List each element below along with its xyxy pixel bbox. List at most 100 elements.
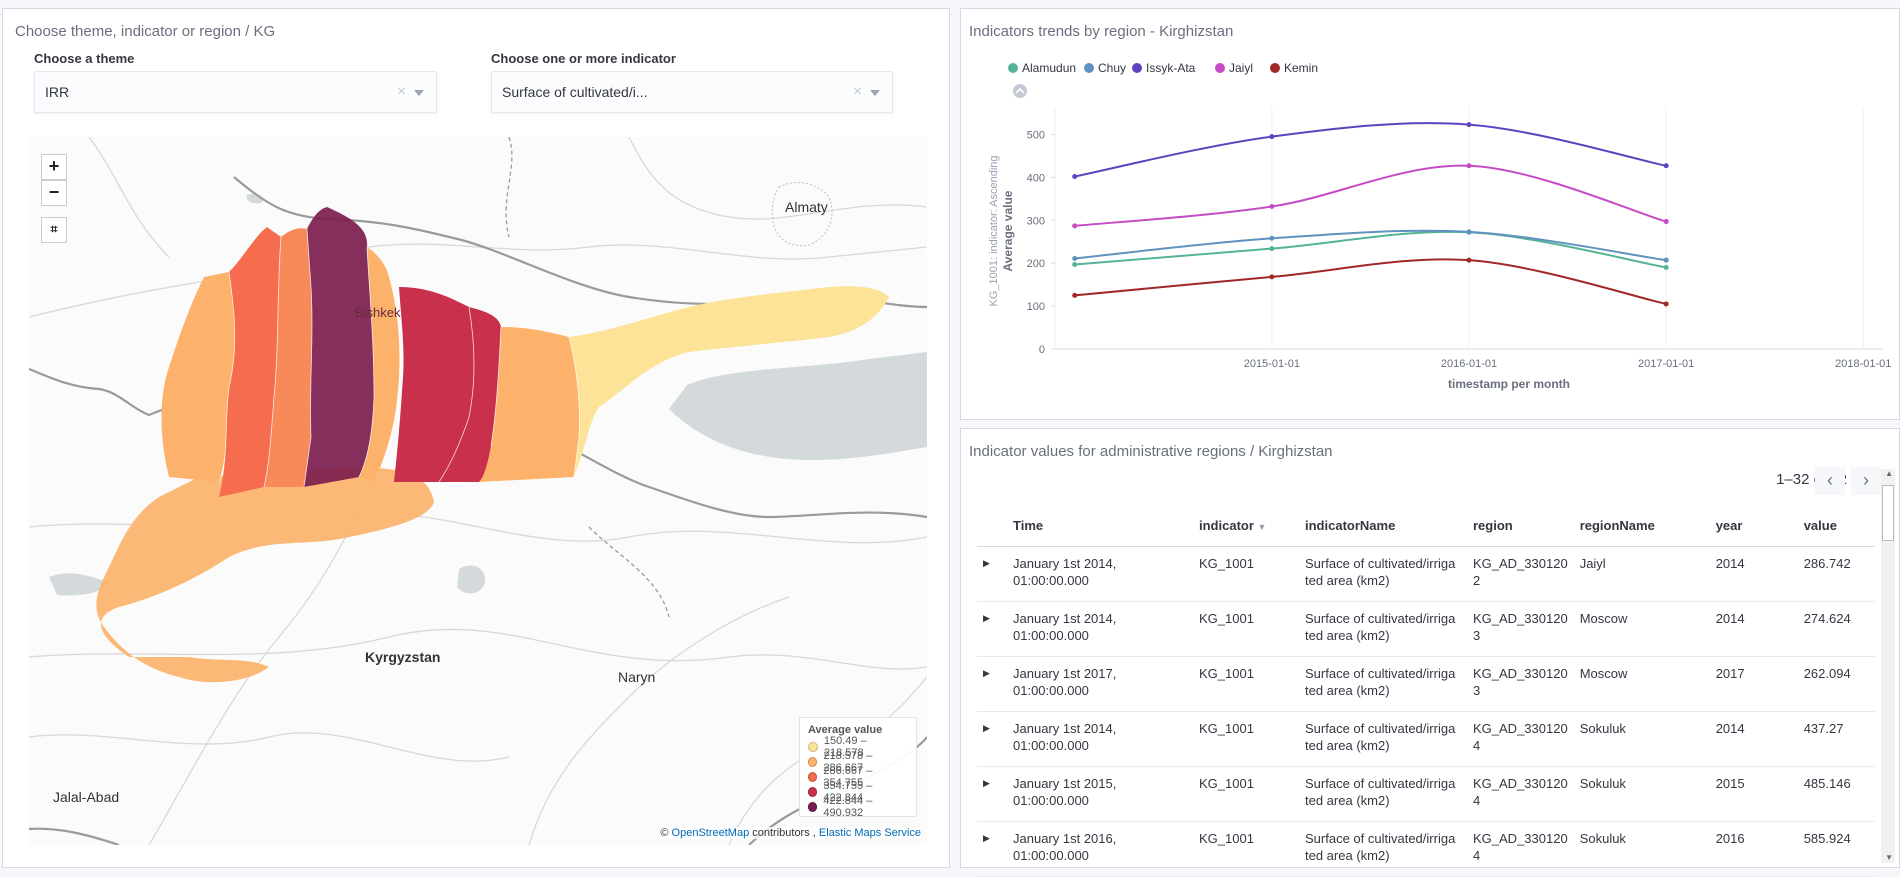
filters-map-panel: Choose theme, indicator or region / KG C… (2, 8, 950, 868)
expand-row-icon[interactable]: ▶ (977, 766, 1007, 822)
legend-label[interactable]: Kemin (1284, 61, 1318, 75)
table-row[interactable]: ▶ January 1st 2014, 01:00:00.000 KG_1001 Su… (977, 601, 1875, 657)
cell-value: 585.924 (1797, 821, 1875, 877)
region-south[interactable] (96, 467, 434, 683)
legend-label[interactable]: Issyk-Ata (1146, 61, 1196, 75)
data-point-jaiyl[interactable] (1269, 204, 1275, 210)
data-point-issyk-ata[interactable] (1269, 134, 1275, 140)
data-point-jaiyl[interactable] (1072, 223, 1078, 229)
header-indicatorname[interactable]: indicatorName (1299, 504, 1467, 547)
header-time[interactable]: Time (1007, 504, 1193, 547)
sort-down-icon[interactable]: ▼ (1257, 522, 1267, 533)
header-value[interactable]: value (1797, 504, 1875, 547)
collapse-icon[interactable] (1013, 84, 1027, 98)
openstreetmap-link[interactable]: OpenStreetMap (671, 827, 750, 839)
lake (457, 565, 486, 594)
legend-marker[interactable] (1008, 63, 1018, 73)
header-regionname[interactable]: regionName (1573, 504, 1710, 547)
scrollbar-track[interactable] (1881, 469, 1895, 863)
header-year[interactable]: year (1709, 504, 1798, 547)
indicator-combobox[interactable]: Surface of cultivated/i... × (491, 71, 893, 113)
data-point-issyk-ata[interactable] (1072, 174, 1078, 180)
data-point-kemin[interactable] (1663, 301, 1669, 307)
data-point-chuy[interactable] (1269, 235, 1275, 241)
expand-row-icon[interactable]: ▶ (977, 711, 1007, 767)
data-point-issyk-ata[interactable] (1466, 122, 1472, 128)
data-point-kemin[interactable] (1269, 274, 1275, 280)
map-label-naryn: Naryn (618, 669, 656, 685)
table-row[interactable]: ▶ January 1st 2016, 01:00:00.000 KG_1001 Su… (977, 821, 1875, 877)
legend-marker[interactable] (1215, 63, 1225, 73)
series-line-kemin[interactable] (1074, 258, 1667, 305)
data-point-kemin[interactable] (1466, 257, 1472, 263)
zoom-in-button[interactable]: + (41, 154, 67, 180)
region-map[interactable]: + − ⌗ Almaty Bishkek Kyrgyzstan Naryn Ja… (29, 137, 927, 845)
region-issyk-ata[interactable] (394, 287, 474, 482)
legend-title: Average value (808, 724, 883, 736)
legend-marker[interactable] (1270, 63, 1280, 73)
prev-page-button[interactable]: ‹ (1815, 467, 1845, 495)
series-line-alamudun[interactable] (1074, 230, 1667, 269)
expand-row-icon[interactable]: ▶ (977, 601, 1007, 657)
cell-time: January 1st 2014, 01:00:00.000 (1007, 601, 1193, 657)
data-point-chuy[interactable] (1072, 255, 1078, 261)
region-kemin-west[interactable] (479, 327, 580, 482)
next-page-button[interactable]: › (1851, 467, 1881, 495)
cell-value: 286.742 (1797, 546, 1875, 602)
clear-icon[interactable]: × (853, 83, 862, 100)
region-panfilov[interactable] (161, 272, 235, 482)
region-moscow[interactable] (264, 228, 312, 488)
series-line-issyk-ata[interactable] (1074, 122, 1667, 178)
cell-value: 262.094 (1797, 656, 1875, 712)
table-row[interactable]: ▶ January 1st 2014, 01:00:00.000 KG_1001 Su… (977, 711, 1875, 767)
region-sokuluk[interactable] (304, 207, 374, 487)
series-line-chuy[interactable] (1074, 229, 1667, 262)
region-chuy[interactable] (439, 307, 501, 482)
header-region[interactable]: region (1467, 504, 1574, 547)
legend-label[interactable]: Chuy (1098, 61, 1126, 75)
trend-chart[interactable]: Alamudun Chuy Issyk-Ata Jaiyl Kemin 0 100 200 30… (961, 9, 1899, 419)
cell-value: 437.27 (1797, 711, 1875, 767)
scroll-up-icon[interactable]: ▲ (1885, 469, 1893, 478)
expand-row-icon[interactable]: ▶ (977, 656, 1007, 712)
data-point-jaiyl[interactable] (1663, 219, 1669, 225)
zoom-out-button[interactable]: − (41, 180, 67, 206)
theme-combobox[interactable]: IRR × (34, 71, 437, 113)
scrollbar-thumb[interactable] (1882, 485, 1894, 541)
data-point-chuy[interactable] (1466, 229, 1472, 235)
data-point-issyk-ata[interactable] (1663, 163, 1669, 169)
table-row[interactable]: ▶ January 1st 2015, 01:00:00.000 KG_1001 Su… (977, 766, 1875, 822)
elastic-maps-link[interactable]: Elastic Maps Service (818, 827, 921, 839)
chevron-down-icon[interactable] (414, 90, 424, 96)
chevron-down-icon[interactable] (870, 90, 880, 96)
data-point-kemin[interactable] (1072, 292, 1078, 298)
data-point-chuy[interactable] (1663, 257, 1669, 263)
header-indicator[interactable]: indicator ▼ (1193, 504, 1299, 547)
clear-icon[interactable]: × (397, 83, 406, 100)
region-jaiyl[interactable] (219, 227, 281, 497)
border-dashed (505, 137, 670, 618)
data-point-alamudun[interactable] (1663, 264, 1669, 270)
legend-label[interactable]: Alamudun (1022, 61, 1076, 75)
crop-button[interactable]: ⌗ (41, 217, 67, 243)
header-indicator-label: indicator (1199, 518, 1254, 534)
cell-time: January 1st 2014, 01:00:00.000 (1007, 546, 1193, 602)
legend-marker[interactable] (1132, 63, 1142, 73)
crop-icon: ⌗ (50, 222, 58, 236)
series-line-jaiyl[interactable] (1074, 164, 1667, 227)
region-kemin[interactable] (569, 286, 889, 477)
region-alamudun[interactable] (359, 247, 400, 482)
scroll-down-icon[interactable]: ▼ (1885, 853, 1893, 862)
table-row[interactable]: ▶ January 1st 2014, 01:00:00.000 KG_1001 Su… (977, 546, 1875, 602)
legend-label[interactable]: Jaiyl (1229, 61, 1253, 75)
data-point-jaiyl[interactable] (1466, 163, 1472, 169)
data-point-alamudun[interactable] (1072, 261, 1078, 267)
data-point-alamudun[interactable] (1269, 246, 1275, 252)
table-row[interactable]: ▶ January 1st 2017, 01:00:00.000 KG_1001 Su… (977, 656, 1875, 712)
legend-marker[interactable] (1084, 63, 1094, 73)
expand-row-icon[interactable]: ▶ (977, 546, 1007, 602)
map-label-bishkek: Bishkek (355, 305, 401, 320)
table-panel-title: Indicator values for administrative regi… (969, 443, 1333, 460)
legend-label: 150.49 – 218.578 (823, 734, 867, 759)
expand-row-icon[interactable]: ▶ (977, 821, 1007, 877)
